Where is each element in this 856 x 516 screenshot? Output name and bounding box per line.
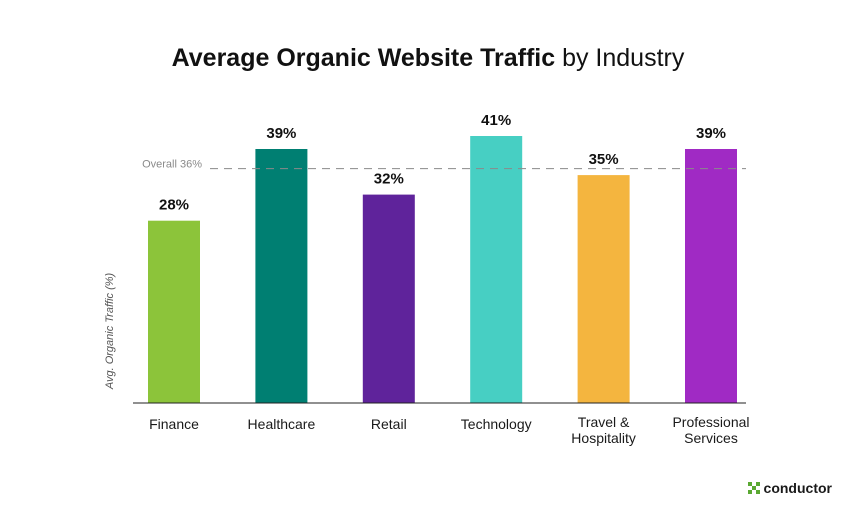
- brand-logo: conductor: [747, 480, 832, 496]
- data-label: 32%: [374, 171, 404, 188]
- chart-title-bold: Average Organic Website Traffic: [171, 44, 556, 72]
- category-label: Technology: [461, 416, 532, 432]
- chart-title-regular: by Industry: [562, 44, 685, 72]
- bar: [577, 175, 630, 403]
- reference-line-group: Overall 36%: [142, 159, 746, 171]
- category-label: Professional Services: [672, 414, 749, 446]
- bar: [362, 194, 415, 403]
- category-label: Finance: [149, 416, 199, 432]
- data-label: 28%: [159, 197, 189, 214]
- bar: [685, 149, 737, 403]
- chart-title: Average Organic Website Traffic by Indus…: [0, 44, 856, 73]
- category-label: Retail: [371, 416, 407, 432]
- data-label: 35%: [589, 151, 619, 168]
- reference-line-label: Overall 36%: [142, 159, 202, 171]
- brand-name: conductor: [763, 480, 832, 496]
- category-label-series: Finance Healthcare Retail Technology Travel …: [149, 414, 749, 446]
- category-label: Travel & Hospitality: [571, 414, 636, 446]
- data-label: 39%: [266, 125, 296, 142]
- category-label: Healthcare: [248, 416, 316, 432]
- bar: [255, 149, 308, 403]
- bar-label-series: 28% 39% 32% 41% 35% 39%: [159, 112, 726, 214]
- bar: [148, 220, 200, 403]
- bar-series: [148, 136, 737, 403]
- conductor-logo-icon: [747, 482, 760, 494]
- bar: [470, 136, 523, 403]
- data-label: 39%: [696, 125, 726, 142]
- y-axis-label: Avg. Organic Traffic (%): [104, 272, 116, 390]
- data-label: 41%: [481, 112, 511, 129]
